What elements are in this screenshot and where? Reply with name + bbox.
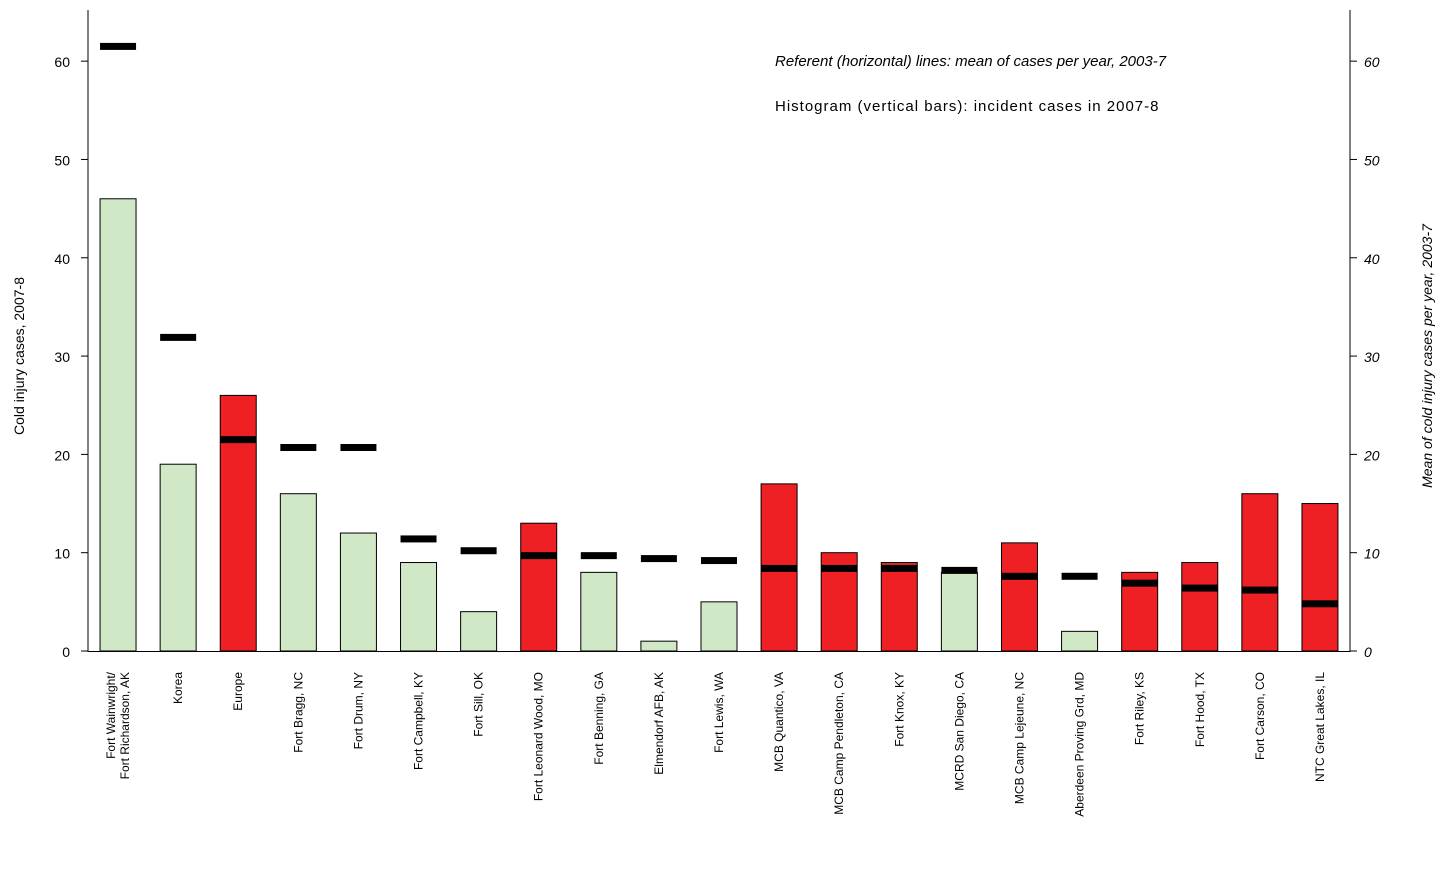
bar <box>1061 630 1099 652</box>
y-tick-label: 10 <box>54 546 70 562</box>
mean-line <box>881 564 918 572</box>
y2-tick-label: 30 <box>1364 349 1380 365</box>
mean-line <box>941 566 978 574</box>
x-tick-label: Fort Campbell, KY <box>412 672 426 770</box>
mean-line <box>1121 579 1158 587</box>
x-tick-label: Fort Leonard Wood, MO <box>532 672 546 801</box>
x-tick-label: Europe <box>231 672 245 711</box>
bar <box>159 463 197 652</box>
mean-line <box>340 444 377 452</box>
bar <box>339 532 377 652</box>
bar <box>400 562 438 652</box>
mean-line <box>100 42 137 50</box>
y-tick-label: 50 <box>54 152 70 168</box>
bar <box>99 198 137 652</box>
x-tick-label: Fort Carson, CO <box>1253 672 1267 760</box>
x-tick-label: MCB Quantico, VA <box>772 672 786 772</box>
annotation: Referent (horizontal) lines: mean of cas… <box>775 53 1167 70</box>
bar <box>640 640 678 652</box>
x-tick-label: Fort Bragg, NC <box>291 672 305 753</box>
x-tick-label: Fort Riley, KS <box>1133 672 1147 745</box>
y-tick-label: 60 <box>54 54 70 70</box>
x-tick-label: NTC Great Lakes, IL <box>1313 672 1327 782</box>
x-tick-label: Fort Drum, NY <box>351 672 365 749</box>
y-tick-label: 0 <box>62 644 70 660</box>
mean-line <box>280 444 317 452</box>
mean-line <box>1061 572 1098 580</box>
x-tick-label: Elmendorf AFB, AK <box>652 672 666 775</box>
x-tick-label: MCB Camp Lejeune, NC <box>1012 672 1026 804</box>
y2-tick-label: 40 <box>1364 251 1380 267</box>
mean-line <box>580 552 617 560</box>
mean-line <box>1301 600 1338 608</box>
bar <box>580 571 618 652</box>
y2-tick-label: 20 <box>1363 447 1380 463</box>
mean-line <box>701 557 737 565</box>
mean-line <box>400 535 437 543</box>
bar <box>460 611 498 652</box>
bar <box>1301 503 1339 652</box>
x-tick-label: Fort Benning, GA <box>592 672 606 765</box>
y2-tick-label: 50 <box>1364 152 1380 168</box>
annotation: Histogram (vertical bars): incident case… <box>775 98 1159 115</box>
bar <box>1000 542 1038 652</box>
x-tick-label: Aberdeen Proving Grd, MD <box>1073 672 1087 817</box>
bar <box>1181 562 1219 652</box>
bar <box>880 562 918 652</box>
y2-axis-label: Mean of cold injury cases per year, 2003… <box>1419 223 1435 488</box>
y-tick-label: 20 <box>54 447 70 463</box>
mean-line <box>761 564 798 572</box>
x-tick-label: Fort Lewis, WA <box>712 672 726 753</box>
y-axis-label: Cold injury cases, 2007-8 <box>11 277 27 435</box>
mean-line <box>1241 586 1278 594</box>
mean-line <box>220 436 257 444</box>
x-tick-label: Fort Hood, TX <box>1193 672 1207 747</box>
mean-line <box>160 333 197 341</box>
mean-line <box>1001 572 1038 580</box>
x-tick-label: MCB Camp Pendleton, CA <box>832 672 846 815</box>
y-tick-label: 30 <box>54 349 70 365</box>
mean-line <box>520 552 557 560</box>
y-tick-label: 40 <box>54 251 70 267</box>
y2-tick-label: 10 <box>1364 546 1380 562</box>
mean-line <box>1181 584 1218 592</box>
x-tick-label: MCRD San Diego, CA <box>952 672 966 791</box>
y2-tick-label: 0 <box>1364 644 1372 660</box>
x-tick-label: Fort Knox, KY <box>892 672 906 747</box>
mean-line <box>460 547 497 555</box>
bar <box>940 571 978 652</box>
y2-tick-label: 60 <box>1364 54 1380 70</box>
x-tick-label: Fort Sill, OK <box>472 672 486 737</box>
x-tick-label: Fort Wainwright/Fort Richardson, AK <box>104 671 132 779</box>
bar <box>700 601 738 652</box>
bar <box>1241 493 1279 652</box>
mean-line <box>640 555 677 563</box>
bar <box>520 522 558 652</box>
bar <box>219 394 257 652</box>
x-tick-label: Korea <box>171 672 185 704</box>
bar <box>279 493 317 652</box>
mean-line <box>821 564 858 572</box>
